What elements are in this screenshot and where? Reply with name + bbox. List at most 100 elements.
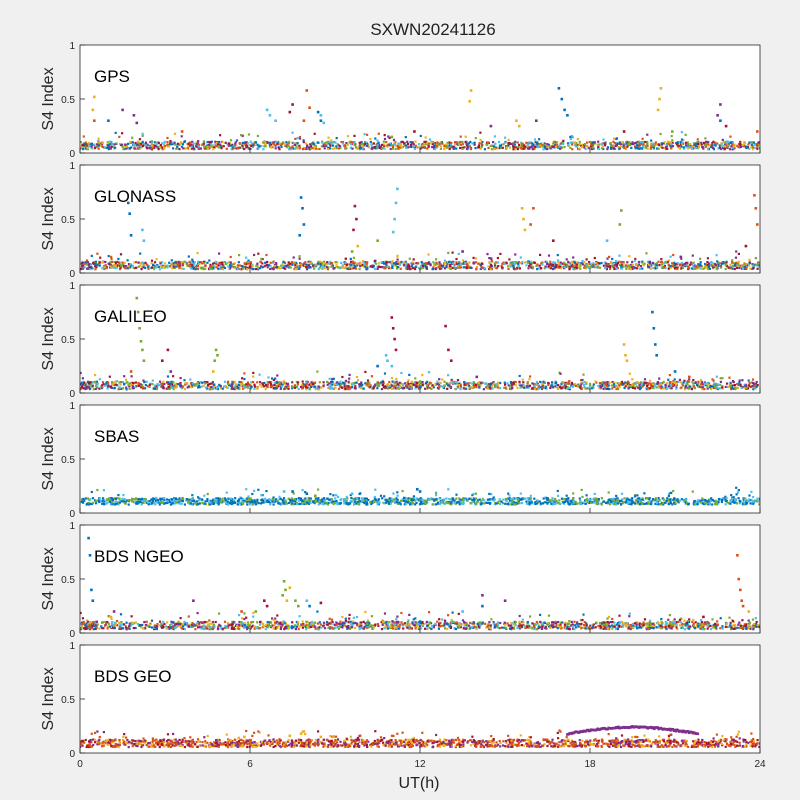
data-point bbox=[322, 265, 325, 268]
data-point bbox=[89, 381, 92, 384]
data-point bbox=[161, 384, 164, 387]
data-point bbox=[201, 381, 204, 384]
data-point bbox=[190, 261, 193, 264]
data-point bbox=[312, 385, 315, 388]
data-point bbox=[93, 143, 96, 146]
data-point bbox=[730, 387, 734, 390]
data-point bbox=[705, 140, 708, 143]
data-point bbox=[619, 145, 622, 148]
data-point bbox=[684, 265, 687, 268]
data-point bbox=[626, 143, 629, 146]
data-point bbox=[84, 384, 87, 387]
data-point bbox=[548, 267, 551, 270]
data-point bbox=[718, 144, 721, 147]
data-point bbox=[141, 383, 144, 387]
data-point bbox=[404, 144, 408, 147]
data-point bbox=[296, 383, 299, 386]
data-point bbox=[249, 262, 252, 265]
data-point bbox=[680, 261, 683, 265]
data-point bbox=[471, 142, 474, 145]
data-point bbox=[390, 364, 394, 368]
data-point bbox=[613, 264, 616, 267]
data-point bbox=[166, 375, 170, 378]
data-point bbox=[512, 261, 515, 264]
data-point bbox=[559, 263, 562, 266]
data-point bbox=[642, 264, 645, 267]
data-point bbox=[225, 386, 228, 389]
data-point bbox=[199, 381, 203, 384]
data-point bbox=[508, 142, 511, 145]
data-point bbox=[617, 383, 620, 386]
data-point bbox=[472, 256, 475, 259]
data-point bbox=[526, 147, 529, 150]
data-point bbox=[169, 386, 172, 389]
data-point bbox=[590, 145, 593, 148]
data-point bbox=[436, 386, 440, 390]
data-point bbox=[172, 147, 175, 150]
data-point bbox=[218, 252, 221, 255]
data-point bbox=[97, 137, 100, 140]
data-point bbox=[237, 267, 240, 271]
data-point bbox=[591, 387, 594, 390]
data-point bbox=[112, 145, 115, 148]
data-point bbox=[210, 382, 213, 385]
data-point bbox=[749, 267, 752, 270]
data-point bbox=[286, 385, 289, 388]
data-point bbox=[468, 100, 471, 103]
data-point bbox=[540, 267, 543, 270]
data-point bbox=[99, 256, 102, 259]
data-point bbox=[475, 268, 478, 271]
data-point bbox=[730, 494, 733, 497]
data-point bbox=[159, 146, 162, 149]
data-point bbox=[732, 498, 735, 502]
data-point bbox=[382, 383, 385, 386]
data-point bbox=[655, 262, 659, 265]
data-point bbox=[610, 144, 613, 147]
data-point bbox=[298, 144, 301, 147]
data-point bbox=[238, 264, 241, 267]
data-point bbox=[130, 146, 133, 149]
data-point bbox=[122, 148, 125, 151]
data-point bbox=[163, 262, 167, 265]
data-point bbox=[594, 266, 597, 269]
data-point bbox=[716, 260, 719, 263]
data-point bbox=[569, 141, 572, 144]
data-point bbox=[538, 266, 541, 269]
data-point bbox=[507, 142, 510, 145]
data-point bbox=[134, 141, 137, 145]
data-point bbox=[311, 147, 314, 150]
data-point bbox=[515, 119, 518, 122]
data-point bbox=[399, 263, 402, 266]
data-point bbox=[310, 381, 313, 384]
data-point bbox=[263, 381, 266, 385]
data-point bbox=[721, 146, 724, 149]
data-point bbox=[724, 385, 727, 388]
data-point bbox=[433, 144, 436, 147]
data-point bbox=[745, 146, 748, 150]
data-point bbox=[174, 386, 177, 389]
data-point bbox=[91, 108, 95, 112]
data-point bbox=[744, 384, 747, 387]
data-point bbox=[739, 264, 742, 267]
data-point bbox=[642, 143, 645, 146]
data-point bbox=[616, 263, 619, 266]
data-point bbox=[669, 264, 672, 268]
data-point bbox=[692, 261, 695, 264]
data-point bbox=[630, 503, 633, 506]
data-point bbox=[221, 261, 224, 264]
data-point bbox=[334, 261, 337, 264]
data-point bbox=[249, 384, 253, 387]
data-point bbox=[597, 265, 600, 268]
data-point bbox=[191, 143, 194, 146]
data-point bbox=[233, 266, 236, 269]
data-point bbox=[691, 145, 694, 148]
data-point bbox=[443, 267, 447, 270]
data-point bbox=[161, 383, 164, 386]
data-point bbox=[289, 148, 292, 151]
data-point bbox=[234, 141, 237, 144]
data-point bbox=[212, 145, 215, 149]
data-point bbox=[163, 382, 166, 386]
data-point bbox=[240, 382, 243, 385]
data-point bbox=[591, 385, 594, 388]
data-point bbox=[303, 264, 306, 267]
